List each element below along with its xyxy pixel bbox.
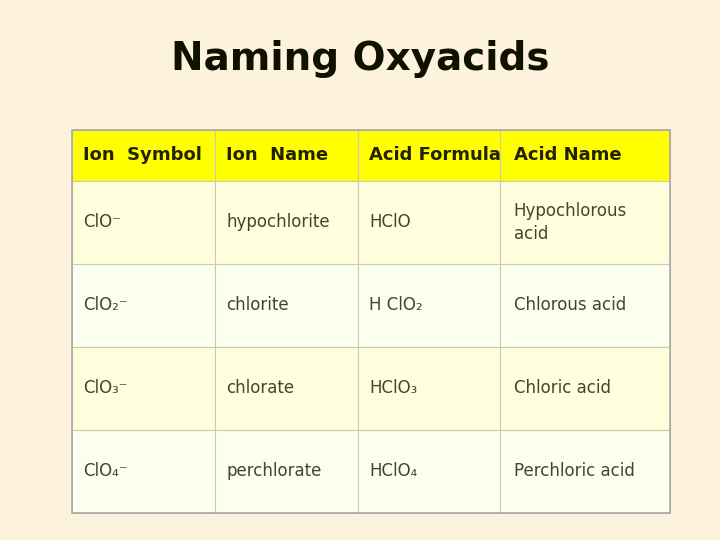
Bar [215,430,358,513]
Bar [358,264,500,347]
Bar [500,181,670,264]
Bar [500,130,670,181]
Text: HClO₃: HClO₃ [369,380,417,397]
Text: Hypochlorous
acid: Hypochlorous acid [514,202,627,242]
Bar [72,347,215,430]
Text: H ClO₂: H ClO₂ [369,296,423,314]
Bar [358,181,500,264]
Bar [72,264,215,347]
Bar [72,130,215,181]
Text: Ion  Symbol: Ion Symbol [84,146,202,164]
Bar [358,130,500,181]
Bar [500,264,670,347]
Bar [215,130,358,181]
Text: Naming Oxyacids: Naming Oxyacids [171,40,549,78]
Bar [358,430,500,513]
Text: perchlorate: perchlorate [226,462,322,481]
Text: Acid Name: Acid Name [514,146,621,164]
Bar [215,264,358,347]
Text: ClO₃⁻: ClO₃⁻ [84,380,128,397]
Text: Perchloric acid: Perchloric acid [514,462,635,481]
Bar [358,347,500,430]
Bar [500,430,670,513]
Bar [215,347,358,430]
Text: ClO⁻: ClO⁻ [84,213,121,232]
Bar [215,181,358,264]
Bar [500,347,670,430]
Bar [72,181,215,264]
Text: Ion  Name: Ion Name [226,146,328,164]
Text: ClO₂⁻: ClO₂⁻ [84,296,128,314]
Bar [72,130,670,513]
Bar [72,430,215,513]
Text: chlorate: chlorate [226,380,294,397]
Text: Chlorous acid: Chlorous acid [514,296,626,314]
Text: Acid Formula: Acid Formula [369,146,501,164]
Text: ClO₄⁻: ClO₄⁻ [84,462,128,481]
Text: hypochlorite: hypochlorite [226,213,330,232]
Text: chlorite: chlorite [226,296,289,314]
Text: HClO₄: HClO₄ [369,462,417,481]
Text: Chloric acid: Chloric acid [514,380,611,397]
Text: HClO: HClO [369,213,410,232]
